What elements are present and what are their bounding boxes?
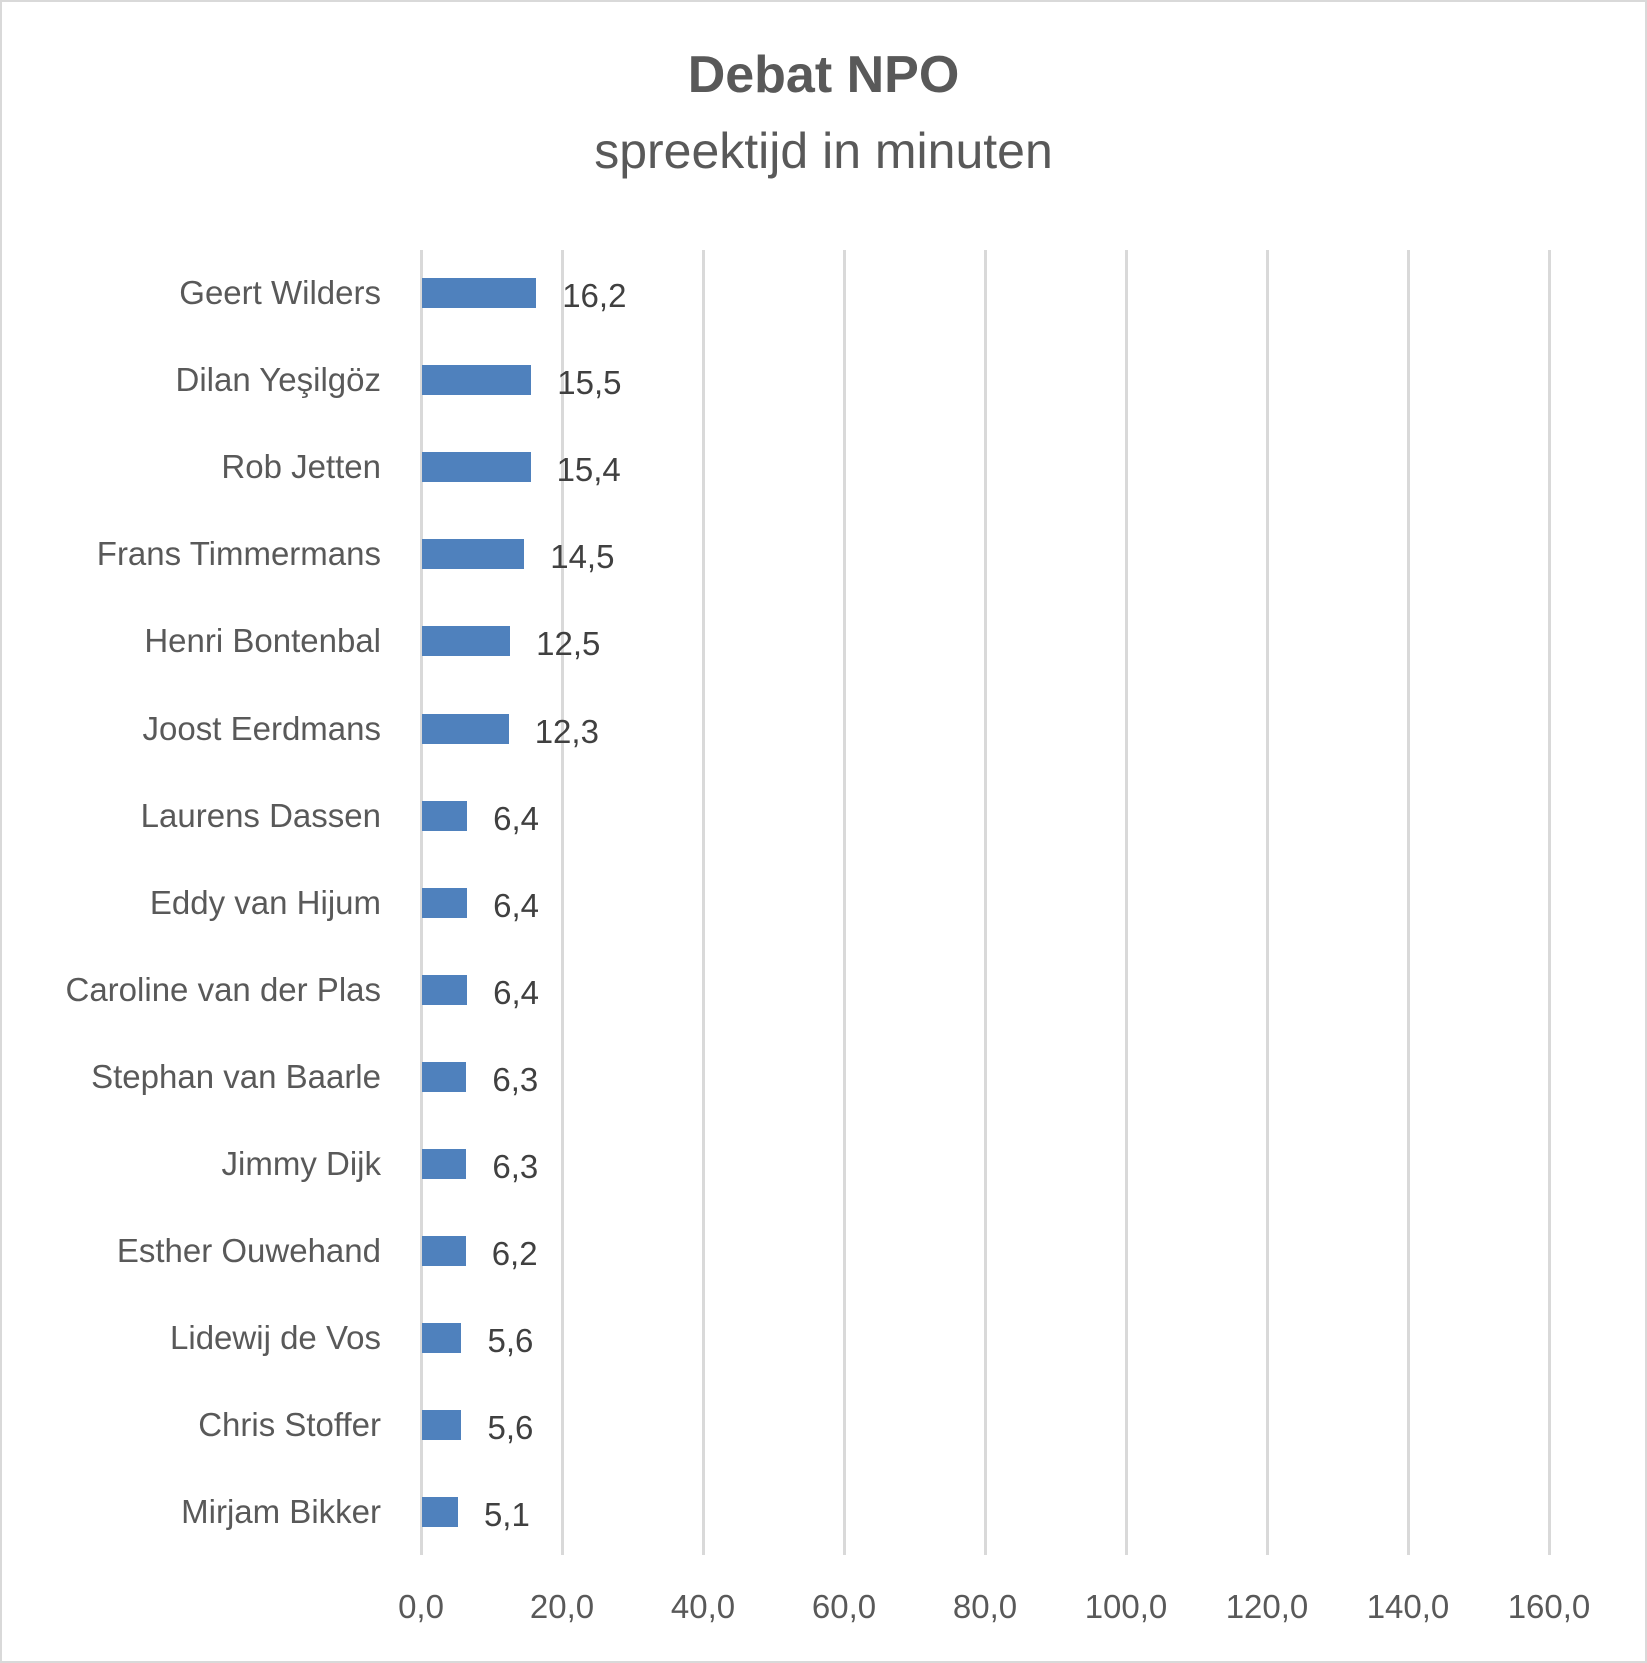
data-bar xyxy=(422,1149,467,1179)
value-label: 6,4 xyxy=(493,886,539,924)
data-bar xyxy=(422,452,531,483)
gridline xyxy=(702,250,705,1555)
x-tick-label: 140,0 xyxy=(1366,1588,1450,1625)
gridline xyxy=(1125,250,1128,1555)
value-label: 6,4 xyxy=(493,799,539,837)
chart-title: Debat NPO xyxy=(687,46,960,104)
category-label: Stephan van Baarle xyxy=(91,1057,381,1095)
value-label: 6,3 xyxy=(492,1148,539,1185)
value-label: 14,5 xyxy=(550,538,615,576)
value-label: 5,1 xyxy=(483,1496,530,1534)
gridline xyxy=(561,250,564,1555)
x-tick-label: 80,0 xyxy=(952,1588,1018,1625)
value-label: 12,5 xyxy=(536,625,601,663)
value-label: 6,2 xyxy=(491,1235,538,1273)
category-label: Laurens Dassen xyxy=(140,796,381,834)
value-label: 16,2 xyxy=(562,277,627,314)
value-label: 15,5 xyxy=(557,364,622,402)
x-tick-label: 120,0 xyxy=(1225,1588,1309,1625)
data-bar xyxy=(422,1236,466,1267)
x-tick-label: 0,0 xyxy=(398,1588,444,1625)
data-bar xyxy=(422,887,468,918)
category-label: Dilan Yeşilgöz xyxy=(175,361,381,399)
data-bar xyxy=(422,1497,458,1528)
value-label: 15,4 xyxy=(556,451,621,489)
category-label: Joost Eerdmans xyxy=(142,709,381,747)
value-label: 6,4 xyxy=(493,973,539,1011)
data-bar xyxy=(422,626,511,657)
category-label: Rob Jetten xyxy=(221,448,381,486)
x-tick-label: 20,0 xyxy=(529,1588,595,1625)
category-label: Chris Stoffer xyxy=(198,1406,381,1444)
category-label: Frans Timmermans xyxy=(96,535,381,573)
gridline xyxy=(984,250,987,1555)
data-bar xyxy=(422,1323,462,1354)
data-bar xyxy=(422,800,468,831)
data-bar xyxy=(422,1410,462,1441)
data-bar xyxy=(422,365,532,396)
data-bar xyxy=(422,539,525,570)
gridline xyxy=(1266,250,1269,1555)
gridline xyxy=(1407,250,1410,1555)
x-tick-label: 60,0 xyxy=(811,1588,877,1625)
category-label: Henri Bontenbal xyxy=(144,622,381,660)
category-label: Lidewij de Vos xyxy=(170,1319,381,1357)
value-label: 6,3 xyxy=(492,1060,539,1098)
gridline xyxy=(1548,250,1551,1555)
gridline xyxy=(420,250,423,1555)
value-label: 5,6 xyxy=(487,1322,534,1360)
value-label: 12,3 xyxy=(534,712,599,750)
category-label: Mirjam Bikker xyxy=(181,1493,381,1531)
data-bar xyxy=(422,278,537,308)
x-tick-label: 100,0 xyxy=(1084,1588,1168,1625)
x-tick-label: 40,0 xyxy=(670,1588,736,1625)
category-label: Esther Ouwehand xyxy=(116,1232,381,1270)
x-tick-label: 160,0 xyxy=(1507,1588,1591,1625)
chart-subtitle: spreektijd in minuten xyxy=(594,123,1053,179)
gridline xyxy=(843,250,846,1555)
category-label: Eddy van Hijum xyxy=(149,883,381,921)
category-label: Caroline van der Plas xyxy=(65,970,382,1008)
category-label: Geert Wilders xyxy=(179,274,381,311)
value-label: 5,6 xyxy=(487,1409,534,1447)
category-label: Jimmy Dijk xyxy=(221,1145,381,1182)
data-bar xyxy=(422,1061,467,1092)
data-bar xyxy=(422,713,509,744)
data-bar xyxy=(422,974,468,1005)
